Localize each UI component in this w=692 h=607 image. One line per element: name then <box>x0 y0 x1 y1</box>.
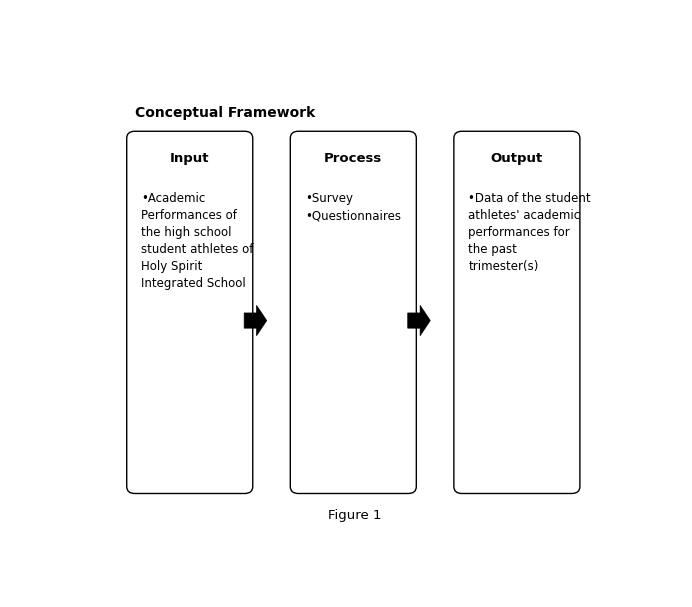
Polygon shape <box>244 305 266 336</box>
Text: •Academic
Performances of
the high school
student athletes of
Holy Spirit
Integr: •Academic Performances of the high schoo… <box>141 192 253 290</box>
Text: Input: Input <box>170 152 210 165</box>
Text: Output: Output <box>491 152 543 165</box>
Text: Conceptual Framework: Conceptual Framework <box>135 106 315 120</box>
FancyBboxPatch shape <box>127 131 253 493</box>
Text: Process: Process <box>324 152 383 165</box>
Text: •Data of the student
athletes' academic
performances for
the past
trimester(s): •Data of the student athletes' academic … <box>468 192 591 273</box>
Text: •Survey
•Questionnaires: •Survey •Questionnaires <box>304 192 401 222</box>
Polygon shape <box>408 305 430 336</box>
FancyBboxPatch shape <box>454 131 580 493</box>
FancyBboxPatch shape <box>291 131 417 493</box>
Text: Figure 1: Figure 1 <box>328 509 381 523</box>
